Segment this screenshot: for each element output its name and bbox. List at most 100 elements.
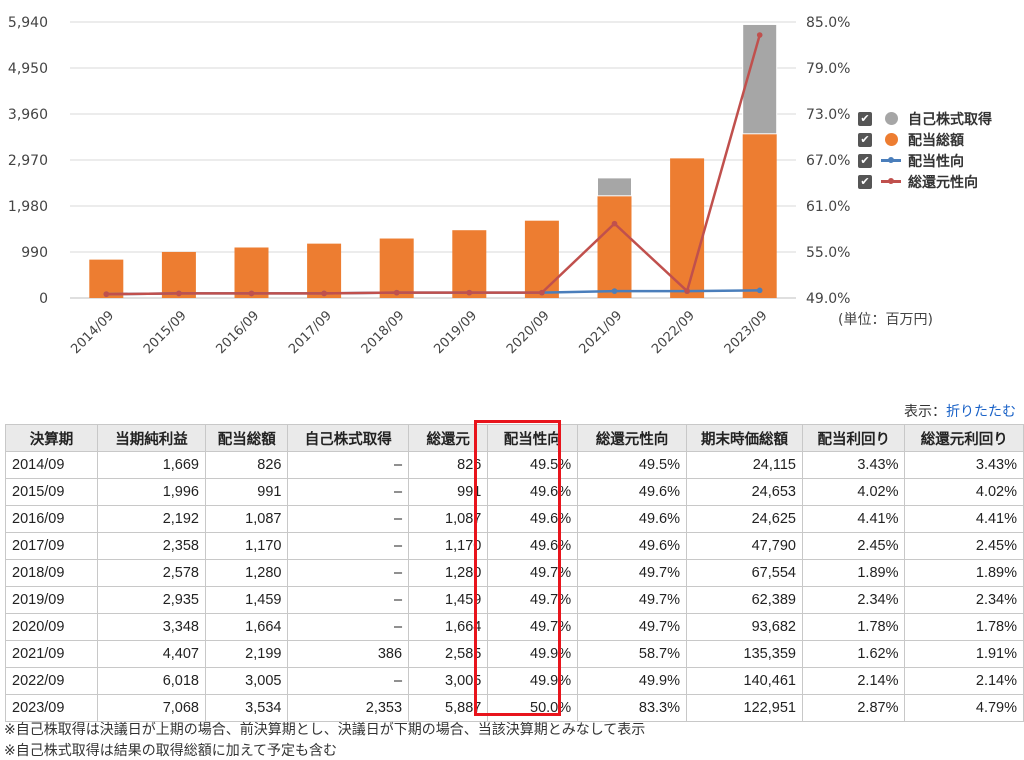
- view-toggle: 表示：折りたたむ: [904, 401, 1016, 421]
- table-cell: 47,790: [686, 532, 803, 560]
- checkbox-icon[interactable]: ✔: [858, 174, 872, 189]
- legend-item-payout-ratio[interactable]: ✔ 配当性向: [858, 150, 992, 171]
- column-header: 配当利回り: [801, 424, 906, 452]
- table-cell: –: [287, 559, 410, 587]
- table-cell: 2,935: [97, 586, 206, 614]
- data-table: 決算期 当期純利益 配当総額 自己株式取得 総還元 配当性向 総還元性向 期末時価総額 配当利回…: [4, 424, 1024, 722]
- table-cell: 2.34%: [904, 586, 1024, 614]
- table-cell: 4.79%: [904, 694, 1024, 722]
- checkbox-icon[interactable]: ✔: [858, 132, 872, 147]
- line-point: [393, 289, 400, 296]
- table-cell: 2019/09: [4, 586, 99, 614]
- table-cell: 50.0%: [487, 694, 579, 722]
- x-tick-label: 2014/09: [68, 308, 117, 357]
- table-cell: 49.7%: [487, 586, 579, 614]
- y-right-tick-label: 55.0%: [806, 245, 850, 261]
- bar-dividend-total: [161, 251, 196, 298]
- line-point: [611, 220, 618, 227]
- unit-label: (単位：百万円): [838, 312, 933, 328]
- table-cell: –: [287, 478, 410, 506]
- table-cell: 49.9%: [577, 667, 687, 695]
- line-point: [176, 290, 182, 297]
- table-cell: 4,407: [97, 640, 206, 668]
- table-row: 2017/09 2,358 1,170–1,170 49.6% 49.6% 47,790 2…: [4, 532, 1024, 560]
- table-row: 2018/09 2,578 1,280–1,280 49.7% 49.7% 67,554 1…: [4, 559, 1024, 587]
- bar-dividend-total: [742, 133, 777, 298]
- table-cell: 826: [204, 451, 289, 479]
- table-cell: 2,192: [97, 505, 206, 533]
- table-cell: 49.7%: [487, 559, 579, 587]
- legend-item-buyback[interactable]: ✔ 自己株式取得: [858, 108, 992, 129]
- line-point: [466, 289, 473, 296]
- table-cell: 3.43%: [904, 451, 1024, 479]
- table-cell: 2,578: [97, 559, 206, 587]
- table-cell: 49.7%: [487, 613, 579, 641]
- legend-label: 総還元性向: [908, 174, 978, 191]
- table-cell: 49.5%: [577, 451, 687, 479]
- legend-label: 配当性向: [908, 153, 964, 170]
- chart-legend: ✔ 自己株式取得 ✔ 配当総額 ✔ 配当性向 ✔ 総還元性向: [858, 108, 992, 192]
- table-cell: 2,199: [204, 640, 289, 668]
- legend-item-dividend-total[interactable]: ✔ 配当総額: [858, 129, 992, 150]
- table-cell: –: [287, 532, 410, 560]
- y-left-tick-label: 0: [39, 291, 48, 307]
- table-cell: 49.7%: [577, 586, 687, 614]
- table-cell: 1,087: [204, 505, 289, 533]
- x-tick-label: 2017/09: [286, 308, 335, 357]
- line-point: [321, 290, 327, 297]
- table-cell: 1.91%: [904, 640, 1024, 668]
- collapse-link[interactable]: 折りたたむ: [946, 404, 1016, 420]
- bar-buyback: [597, 177, 632, 197]
- line-point: [103, 291, 110, 297]
- table-cell: –: [287, 667, 410, 695]
- x-tick-label: 2022/09: [649, 308, 698, 357]
- table-cell: 1,664: [408, 613, 489, 641]
- table-cell: 49.6%: [487, 505, 579, 533]
- x-tick-label: 2016/09: [214, 308, 263, 357]
- table-cell: 5,887: [408, 694, 489, 722]
- table-cell: 49.6%: [577, 478, 687, 506]
- bar-dividend-total: [524, 220, 559, 298]
- column-header: 総還元: [408, 424, 489, 452]
- checkbox-icon[interactable]: ✔: [858, 153, 872, 168]
- table-cell: 135,359: [686, 640, 803, 668]
- column-header: 配当性向: [487, 424, 579, 452]
- table-cell: 6,018: [97, 667, 206, 695]
- table-cell: 1.89%: [904, 559, 1024, 587]
- table-cell: 3.43%: [801, 451, 906, 479]
- y-left-tick-label: 1,980: [8, 199, 48, 215]
- legend-swatch: [881, 157, 901, 163]
- table-cell: 49.6%: [577, 532, 687, 560]
- table-cell: 24,625: [686, 505, 803, 533]
- table-cell: 1,280: [408, 559, 489, 587]
- table-cell: 826: [408, 451, 489, 479]
- table-cell: 2.14%: [904, 667, 1024, 695]
- y-right-tick-label: 61.0%: [806, 199, 850, 215]
- line-point: [684, 288, 690, 294]
- bar-dividend-total: [379, 238, 414, 298]
- checkbox-icon[interactable]: ✔: [858, 111, 872, 126]
- table-cell: 1,087: [408, 505, 489, 533]
- y-right-tick-label: 85.0%: [806, 15, 850, 31]
- table-cell: –: [287, 505, 410, 533]
- view-toggle-label: 表示：: [904, 404, 946, 420]
- combo-chart: 0 990 1,980 2,970 3,960 4,950 5,940 49.0% 55.0% 6…: [8, 15, 851, 357]
- table-row: 2019/09 2,935 1,459–1,459 49.7% 49.7% 62,389 2…: [4, 586, 1024, 614]
- table-cell: 1,280: [204, 559, 289, 587]
- legend-label: 配当総額: [908, 132, 964, 149]
- table-cell: 3,005: [408, 667, 489, 695]
- table-cell: 2020/09: [4, 613, 99, 641]
- column-header: 自己株式取得: [287, 424, 410, 452]
- line-point: [248, 290, 255, 297]
- column-header: 決算期: [4, 424, 99, 452]
- table-cell: 1.89%: [801, 559, 906, 587]
- bar-dividend-total: [307, 243, 342, 298]
- table-row: 2022/09 6,018 3,005–3,005 49.9% 49.9% 140,461…: [4, 667, 1024, 695]
- bar-dividend-total: [234, 247, 269, 298]
- legend-item-total-return-ratio[interactable]: ✔ 総還元性向: [858, 171, 992, 192]
- table-cell: 1,459: [204, 586, 289, 614]
- table-cell: 3,348: [97, 613, 206, 641]
- table-cell: 2022/09: [4, 667, 99, 695]
- column-header: 配当総額: [204, 424, 289, 452]
- table-cell: 1.78%: [904, 613, 1024, 641]
